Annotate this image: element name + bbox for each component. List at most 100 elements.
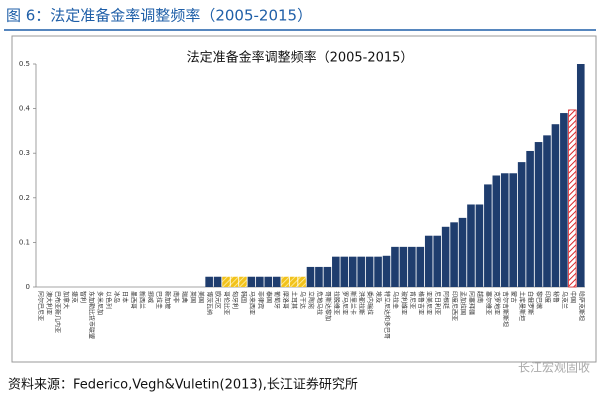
- bar: [441, 226, 450, 287]
- x-tick-label: 越南: [476, 291, 484, 303]
- x-tick-label: 以色列: [104, 291, 112, 309]
- x-tick-label: 拉脱维亚: [332, 291, 340, 315]
- bar: [568, 109, 577, 288]
- x-tick-label: 英国: [189, 291, 197, 303]
- x-tick-label: 泰国: [265, 291, 273, 303]
- bar: [500, 173, 509, 287]
- x-tick-label: 乌干达: [299, 291, 307, 309]
- x-tick-label: 美国: [197, 291, 205, 303]
- x-tick-label: 中国: [569, 291, 577, 303]
- x-tick-label: 印度: [543, 291, 551, 303]
- bar: [475, 204, 484, 287]
- x-tick-label: 匈牙利: [231, 291, 239, 309]
- bar: [424, 235, 433, 287]
- x-tick-label: 土耳其: [290, 291, 298, 309]
- bar: [391, 246, 399, 287]
- y-tick-label: 0: [26, 283, 30, 291]
- x-tick-label: 立陶宛: [307, 291, 315, 309]
- x-tick-label: 博茨瓦纳: [206, 291, 214, 315]
- bar: [256, 276, 264, 287]
- x-tick-label: 哈萨克斯坦: [577, 291, 585, 321]
- x-tick-label: 韩国: [239, 291, 247, 303]
- source-note: 资料来源：Federico,Vegh&Vuletin(2013),长江证券研究所: [8, 377, 358, 393]
- x-tick-label: 哥斯达黎加: [324, 291, 332, 321]
- x-tick-label: 阿尔巴尼亚: [37, 291, 45, 321]
- x-tick-label: 马来西亚: [248, 291, 256, 315]
- y-tick-label: 0.5: [19, 60, 30, 68]
- y-tick-label: 0.1: [19, 238, 30, 246]
- x-tick-label: 巴布亚新几内亚: [54, 291, 62, 333]
- bar: [374, 256, 382, 287]
- bar: [348, 256, 357, 287]
- x-tick-label: 挪威: [147, 291, 155, 303]
- x-tick-label: 东加勒比货币联盟: [87, 291, 95, 339]
- x-tick-label: 多米尼加: [96, 291, 104, 315]
- bar: [222, 276, 230, 287]
- x-tick-label: 危地马拉: [315, 291, 323, 315]
- bar: [450, 222, 458, 287]
- x-tick-label: 印度尼西亚: [451, 291, 459, 321]
- y-tick-label: 0.2: [19, 194, 30, 202]
- x-tick-label: 澳大利亚: [45, 291, 53, 315]
- x-tick-label: 阿塞拜疆: [467, 291, 475, 315]
- figure-heading: 图 6：法定准备金率调整频率（2005-2015）: [6, 7, 312, 25]
- bar: [408, 246, 416, 287]
- bar: [467, 204, 475, 287]
- bar: [239, 276, 247, 287]
- bar: [433, 235, 441, 287]
- x-tick-label: 洪都拉斯: [358, 291, 366, 315]
- x-tick-label: 瑞典: [180, 291, 188, 303]
- bar: [492, 175, 501, 287]
- x-tick-label: 罗马尼亚: [341, 291, 349, 315]
- x-tick-label: 秘鲁: [552, 291, 560, 303]
- bar: [526, 150, 534, 287]
- bar: [517, 162, 526, 287]
- bar: [205, 276, 213, 287]
- x-tick-label: 欧元区: [214, 291, 222, 309]
- bar: [247, 276, 256, 287]
- bar: [576, 64, 585, 287]
- bar: [534, 142, 543, 287]
- x-tick-label: 阿根廷: [442, 291, 450, 309]
- chart-title: 法定准备金率调整频率（2005-2015）: [187, 50, 414, 66]
- x-tick-label: 亚美尼亚: [425, 291, 433, 315]
- bar: [230, 276, 239, 287]
- y-tick-label: 0.4: [19, 105, 31, 113]
- x-tick-label: 新西兰: [138, 291, 146, 309]
- x-tick-label: 葡萄牙: [273, 291, 281, 309]
- bar: [382, 255, 391, 287]
- x-tick-label: 日本: [121, 291, 129, 303]
- x-tick-label: 冰岛: [113, 291, 121, 303]
- x-tick-label: 委内瑞拉: [366, 291, 374, 315]
- x-tick-label: 新加坡: [163, 291, 171, 309]
- bar: [543, 135, 551, 287]
- x-tick-label: 克罗地亚: [493, 291, 501, 315]
- x-tick-label: 特立尼达和多巴哥: [383, 291, 391, 339]
- watermark: 长江宏观固收: [518, 360, 590, 375]
- bar: [289, 276, 298, 287]
- x-tick-label: 捷克: [71, 291, 79, 303]
- x-tick-label: 玻利维亚: [400, 291, 408, 315]
- bar: [298, 276, 306, 287]
- bar: [551, 124, 560, 288]
- x-tick-label: 巴拉圭: [155, 291, 163, 309]
- x-tick-label: 乌克兰: [560, 291, 568, 309]
- bar: [399, 246, 408, 287]
- x-tick-label: 孟加拉国: [459, 291, 467, 315]
- bar: [213, 276, 222, 287]
- chart-frame: [11, 35, 597, 363]
- bar: [323, 266, 332, 287]
- x-tick-label: 土库曼斯坦: [518, 291, 526, 321]
- y-tick-label: 0.3: [19, 149, 30, 157]
- x-tick-label: 菲律宾: [256, 291, 264, 309]
- bar: [306, 266, 315, 287]
- bar: [484, 184, 492, 287]
- x-tick-label: 吉尔吉斯斯坦: [501, 291, 509, 327]
- x-tick-label: 智利: [79, 291, 87, 303]
- x-tick-label: 尼日利亚: [434, 291, 442, 315]
- bar: [365, 256, 374, 287]
- x-tick-label: 白俄罗斯: [527, 291, 535, 315]
- x-tick-label: 斯里兰卡: [349, 291, 357, 315]
- bar: [315, 266, 323, 287]
